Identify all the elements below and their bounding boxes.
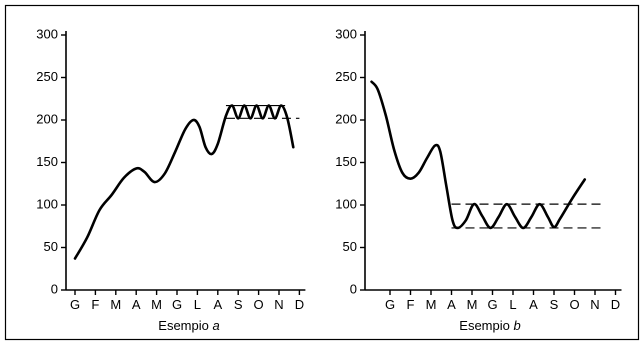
x-tick-label: O bbox=[569, 297, 579, 312]
y-tick-label: 150 bbox=[36, 154, 58, 169]
y-tick-label: 300 bbox=[36, 26, 58, 41]
y-tick-label: 250 bbox=[335, 69, 357, 84]
x-tick-label: L bbox=[509, 297, 516, 312]
x-tick-label: G bbox=[385, 297, 395, 312]
x-tick-label: L bbox=[194, 297, 201, 312]
x-tick-label: M bbox=[151, 297, 162, 312]
x-tick-label: A bbox=[132, 297, 141, 312]
x-tick-label: S bbox=[234, 297, 243, 312]
y-tick-label: 0 bbox=[51, 281, 58, 296]
x-tick-label: M bbox=[467, 297, 478, 312]
x-tick-label: A bbox=[213, 297, 222, 312]
y-tick-label: 50 bbox=[343, 239, 357, 254]
y-tick-label: 100 bbox=[36, 196, 58, 211]
x-tick-label: N bbox=[590, 297, 599, 312]
x-tick-label: S bbox=[550, 297, 559, 312]
series-line bbox=[73, 104, 295, 260]
x-tick-label: G bbox=[70, 297, 80, 312]
y-tick-label: 300 bbox=[335, 26, 357, 41]
x-tick-label: M bbox=[426, 297, 437, 312]
x-tick-label: G bbox=[487, 297, 497, 312]
x-tick-label: G bbox=[172, 297, 182, 312]
x-tick-label: N bbox=[274, 297, 283, 312]
series-line bbox=[370, 80, 587, 230]
y-tick-label: 100 bbox=[335, 196, 357, 211]
x-tick-label: F bbox=[407, 297, 415, 312]
y-tick-label: 250 bbox=[36, 69, 58, 84]
y-tick-label: 200 bbox=[335, 111, 357, 126]
chart-caption: Esempio a bbox=[158, 318, 219, 333]
y-tick-label: 50 bbox=[44, 239, 58, 254]
caption-prefix: Esempio bbox=[459, 318, 513, 333]
x-tick-label: D bbox=[295, 297, 304, 312]
y-tick-label: 0 bbox=[350, 281, 357, 296]
x-tick-label: A bbox=[529, 297, 538, 312]
caption-letter: a bbox=[212, 318, 219, 333]
chart-caption: Esempio b bbox=[459, 318, 520, 333]
caption-prefix: Esempio bbox=[158, 318, 212, 333]
caption-letter: b bbox=[513, 318, 520, 333]
x-tick-label: A bbox=[447, 297, 456, 312]
figure-frame bbox=[4, 4, 640, 341]
x-tick-label: M bbox=[110, 297, 121, 312]
y-tick-label: 150 bbox=[335, 154, 357, 169]
x-tick-label: D bbox=[611, 297, 620, 312]
y-tick-label: 200 bbox=[36, 111, 58, 126]
x-tick-label: O bbox=[254, 297, 264, 312]
x-tick-label: F bbox=[91, 297, 99, 312]
